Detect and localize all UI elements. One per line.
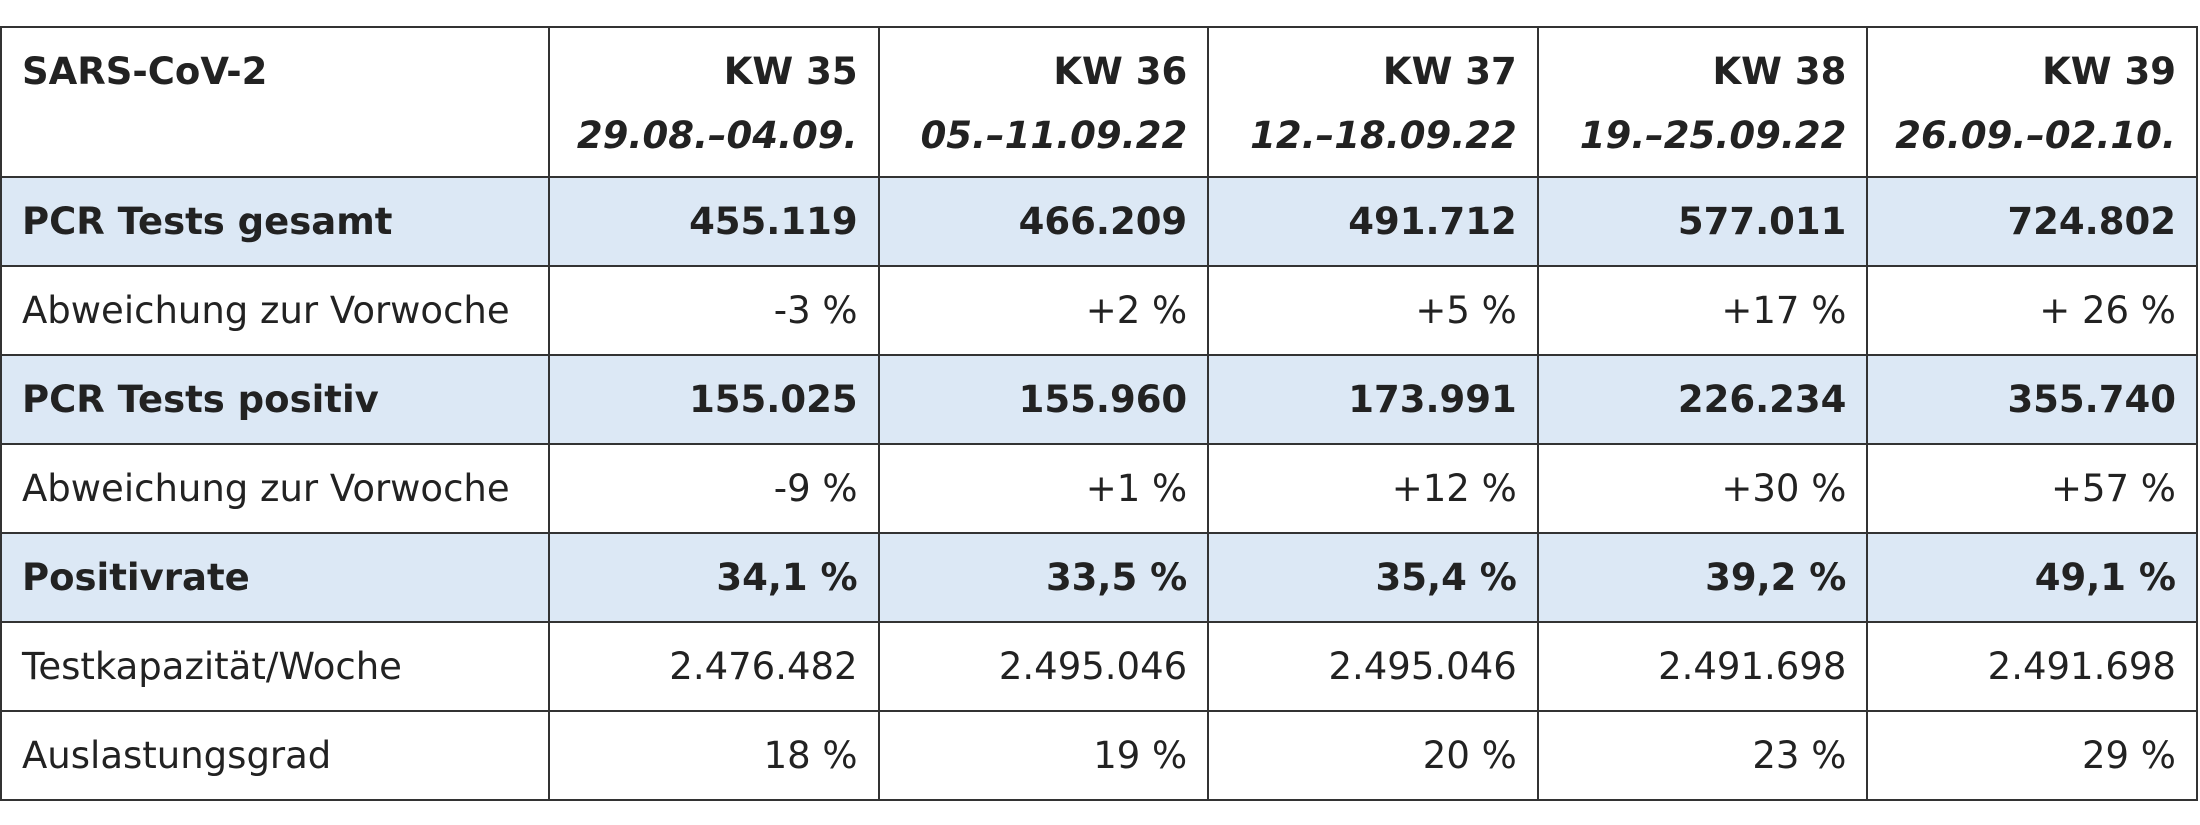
row-label: Abweichung zur Vorwoche — [0, 265, 550, 356]
data-cell: 34,1 % — [548, 532, 880, 623]
table-row: PCR Tests gesamt 455.119 466.209 491.712… — [0, 176, 2198, 267]
week-dates: 05.–11.09.22 — [920, 114, 1188, 157]
data-cell: +1 % — [877, 443, 1210, 534]
data-cell: + 26 % — [1866, 265, 2198, 356]
data-cell: 18 % — [548, 710, 880, 801]
data-cell: 491.712 — [1207, 176, 1539, 267]
row-label: Positivrate — [0, 532, 550, 623]
data-cell: 226.234 — [1536, 354, 1869, 445]
data-cell: 724.802 — [1866, 176, 2198, 267]
row-label: Testkapazität/Woche — [0, 621, 550, 712]
week-header-cell: KW 37 12.–18.09.22 — [1207, 26, 1539, 178]
data-cell: 155.960 — [877, 354, 1210, 445]
table-body: PCR Tests gesamt 455.119 466.209 491.712… — [0, 176, 2198, 801]
week-number: KW 38 — [1712, 50, 1847, 93]
week-dates: 29.08.–04.09. — [576, 114, 858, 157]
table-row: Auslastungsgrad 18 % 19 % 20 % 23 % 29 % — [0, 710, 2198, 801]
week-header-cell: KW 35 29.08.–04.09. — [548, 26, 880, 178]
week-header-cell: KW 39 26.09.–02.10. — [1866, 26, 2198, 178]
data-cell: 155.025 — [548, 354, 880, 445]
data-cell: 455.119 — [548, 176, 880, 267]
data-cell: -9 % — [548, 443, 880, 534]
data-cell: +30 % — [1536, 443, 1869, 534]
table-row: PCR Tests positiv 155.025 155.960 173.99… — [0, 354, 2198, 445]
data-cell: 20 % — [1207, 710, 1539, 801]
table-row: Abweichung zur Vorwoche -3 % +2 % +5 % +… — [0, 265, 2198, 356]
table-container: SARS-CoV-2 KW 35 29.08.–04.09. KW 36 05.… — [0, 26, 2198, 801]
data-cell: 173.991 — [1207, 354, 1539, 445]
data-cell: 466.209 — [877, 176, 1210, 267]
data-cell: 355.740 — [1866, 354, 2198, 445]
data-cell: 29 % — [1866, 710, 2198, 801]
week-header-cell: KW 38 19.–25.09.22 — [1536, 26, 1869, 178]
data-cell: 33,5 % — [877, 532, 1210, 623]
table-row: Positivrate 34,1 % 33,5 % 35,4 % 39,2 % … — [0, 532, 2198, 623]
data-cell: -3 % — [548, 265, 880, 356]
data-cell: 2.495.046 — [877, 621, 1210, 712]
table-header: SARS-CoV-2 KW 35 29.08.–04.09. KW 36 05.… — [0, 26, 2198, 178]
data-cell: 2.476.482 — [548, 621, 880, 712]
week-header-cell: KW 36 05.–11.09.22 — [877, 26, 1210, 178]
data-cell: 49,1 % — [1866, 532, 2198, 623]
data-cell: 2.495.046 — [1207, 621, 1539, 712]
row-label: Abweichung zur Vorwoche — [0, 443, 550, 534]
data-cell: +17 % — [1536, 265, 1869, 356]
data-cell: 2.491.698 — [1866, 621, 2198, 712]
data-cell: 23 % — [1536, 710, 1869, 801]
week-number: KW 39 — [2042, 50, 2176, 93]
table-row: Testkapazität/Woche 2.476.482 2.495.046 … — [0, 621, 2198, 712]
data-cell: +57 % — [1866, 443, 2198, 534]
data-cell: 35,4 % — [1207, 532, 1539, 623]
header-row: SARS-CoV-2 KW 35 29.08.–04.09. KW 36 05.… — [0, 26, 2198, 178]
data-cell: +12 % — [1207, 443, 1539, 534]
data-cell: 19 % — [877, 710, 1210, 801]
week-dates: 19.–25.09.22 — [1579, 114, 1847, 157]
week-number: KW 36 — [1053, 50, 1188, 93]
row-label: Auslastungsgrad — [0, 710, 550, 801]
data-cell: 39,2 % — [1536, 532, 1869, 623]
data-cell: 2.491.698 — [1536, 621, 1869, 712]
week-dates: 12.–18.09.22 — [1250, 114, 1517, 157]
sars-cov-2-test-table: SARS-CoV-2 KW 35 29.08.–04.09. KW 36 05.… — [0, 26, 2198, 801]
header-label-cell: SARS-CoV-2 — [0, 26, 550, 178]
row-label: PCR Tests positiv — [0, 354, 550, 445]
week-number: KW 37 — [1382, 50, 1517, 93]
row-label: PCR Tests gesamt — [0, 176, 550, 267]
data-cell: +2 % — [877, 265, 1210, 356]
data-cell: 577.011 — [1536, 176, 1869, 267]
table-row: Abweichung zur Vorwoche -9 % +1 % +12 % … — [0, 443, 2198, 534]
week-number: KW 35 — [723, 50, 858, 93]
data-cell: +5 % — [1207, 265, 1539, 356]
week-dates: 26.09.–02.10. — [1895, 114, 2176, 157]
